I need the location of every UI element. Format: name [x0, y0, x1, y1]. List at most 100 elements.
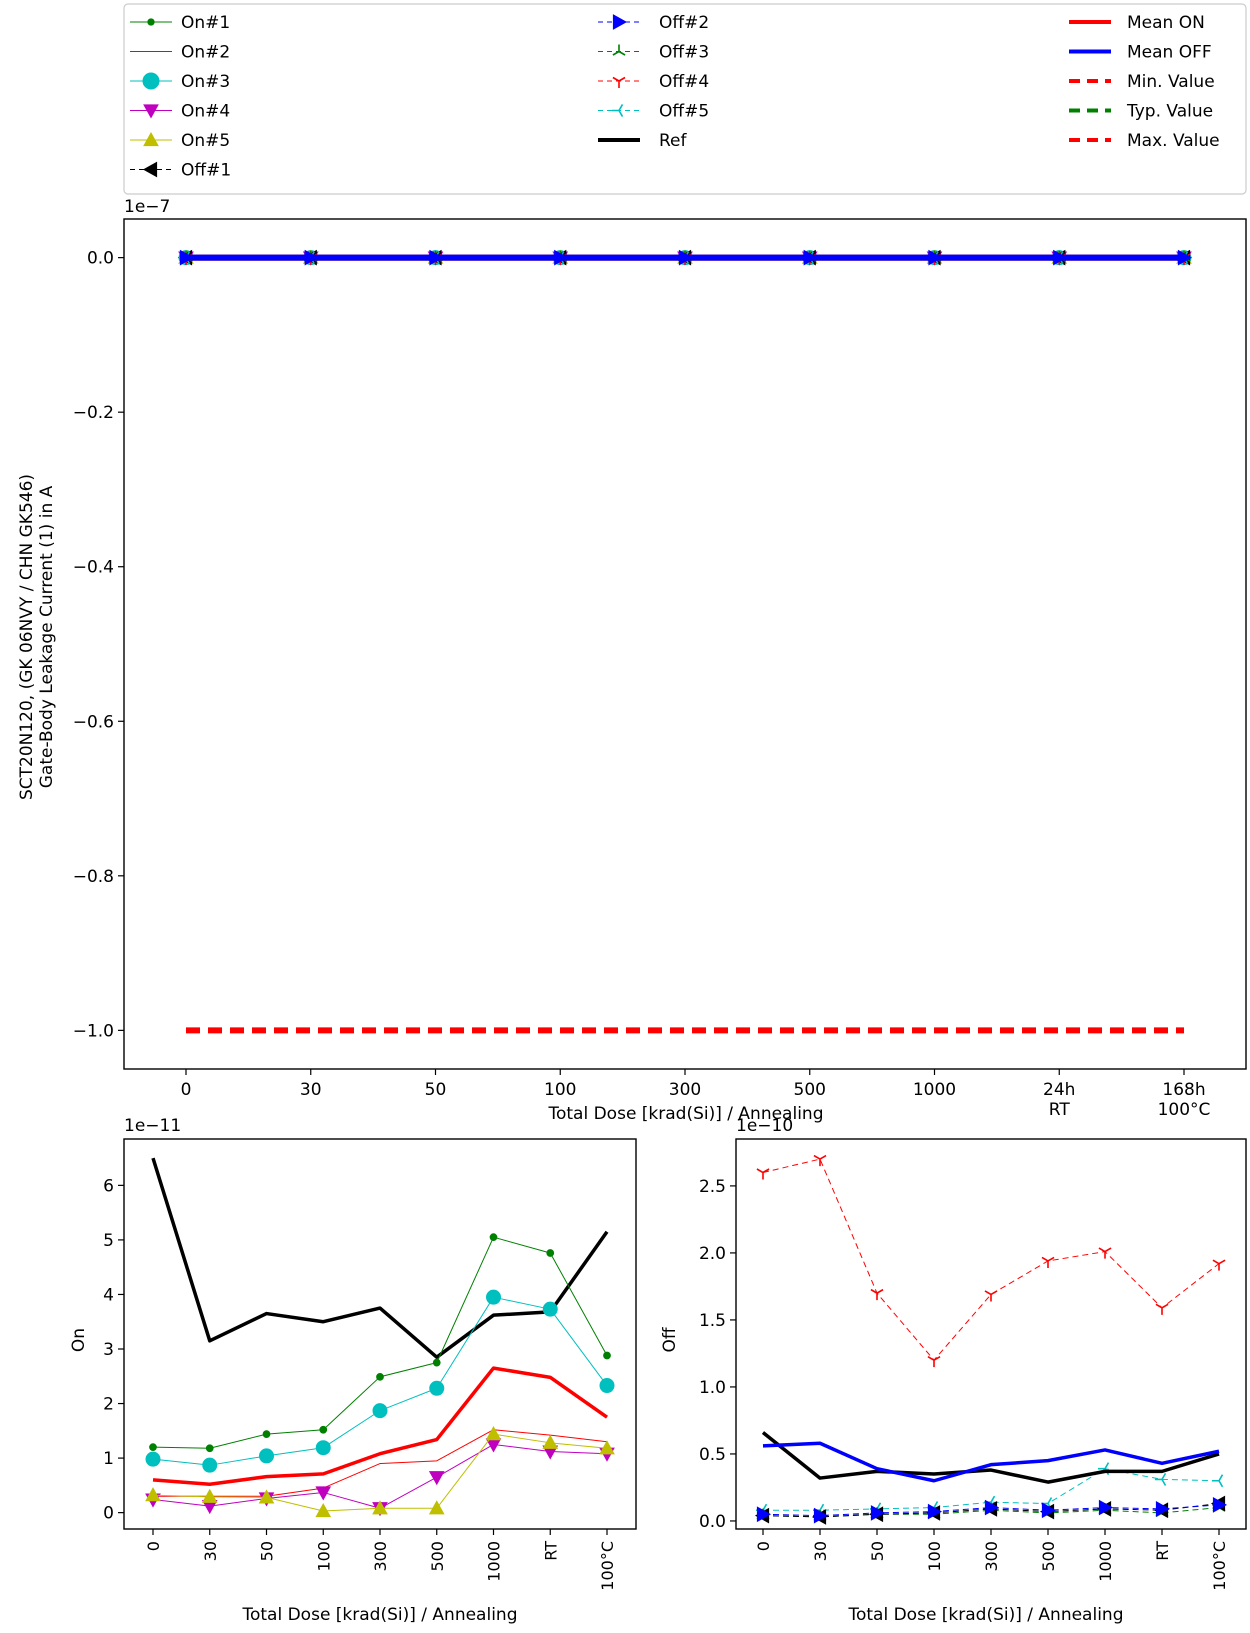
main-x-tick-label: 300 — [669, 1080, 701, 1100]
legend-label-typ-value: Typ. Value — [1126, 102, 1213, 122]
main-x-tick-label: RT — [1049, 1100, 1071, 1120]
on-point-on-3 — [486, 1289, 501, 1305]
off-x-tick-label: RT — [1153, 1541, 1172, 1561]
main-point-off-2 — [429, 249, 444, 266]
off-series-off-4 — [756, 1154, 1226, 1368]
main-point-off-2 — [179, 249, 195, 266]
on-point-on-5 — [201, 1488, 218, 1503]
main-y-axis-label-line2: Gate-Body Leakage Current (1) in A — [37, 485, 57, 788]
on-exponent-label: 1e−11 — [124, 1116, 181, 1136]
off-y-axis-label: Off — [660, 1326, 680, 1352]
off-point-off-4 — [1155, 1303, 1169, 1315]
legend-marker-on-4 — [143, 104, 159, 119]
on-point-on-3 — [202, 1457, 218, 1473]
legend-marker-off-1 — [142, 161, 158, 178]
main-plot-area: 0.0 −0.2 −0.4 −0.6 −0.8 −1.0 0 30 50 100 300 500 100… — [73, 218, 1247, 1120]
off-x-tick-label: 1000 — [1096, 1541, 1115, 1582]
off-x-tick-label: 30 — [811, 1541, 830, 1561]
main-y-tick-label: −0.6 — [73, 712, 114, 732]
off-point-off-2 — [927, 1503, 943, 1520]
main-x-tick-label: 168h — [1162, 1080, 1205, 1100]
main-plot: 1e−7 SCT20N120, (GK 06NVY / CHN GK546) G… — [17, 197, 824, 1124]
off-point-off-4 — [813, 1154, 827, 1167]
off-point-off-4 — [984, 1290, 998, 1302]
on-plot: 1e−11 On Total Dose [krad(Si)] / Anneali… — [69, 1116, 518, 1625]
off-x-tick-label: 50 — [868, 1541, 887, 1561]
on-series-ref — [151, 1157, 609, 1359]
on-series-on-3 — [145, 1289, 615, 1473]
on-point-on-1 — [319, 1425, 328, 1434]
off-exponent-label: 1e−10 — [736, 1116, 793, 1136]
off-y-tick-label: 2.5 — [699, 1177, 726, 1197]
off-series-ref — [761, 1431, 1220, 1484]
main-x-tick-label: 24h — [1043, 1080, 1075, 1100]
on-y-tick-label: 0 — [103, 1504, 114, 1524]
on-line-on-2 — [153, 1429, 608, 1497]
on-x-tick-label: 1000 — [485, 1541, 504, 1582]
on-point-on-3 — [429, 1380, 445, 1396]
off-point-off-4 — [1041, 1256, 1055, 1268]
off-y-tick-label: 2.0 — [699, 1244, 726, 1264]
off-line-off-2 — [762, 1504, 1220, 1517]
off-line-off-5 — [763, 1468, 1220, 1511]
main-point-off-2 — [1053, 249, 1068, 266]
on-line-on-3 — [152, 1296, 608, 1466]
off-line-mean-off — [762, 1441, 1220, 1483]
main-x-tick-label: 100°C — [1158, 1100, 1211, 1120]
on-point-on-1 — [489, 1233, 498, 1242]
on-point-on-4 — [315, 1486, 332, 1501]
off-x-tick-label: 100°C — [1210, 1541, 1229, 1591]
on-point-on-5 — [428, 1500, 445, 1515]
legend-marker-on-5 — [143, 131, 159, 147]
on-x-tick-label: 0 — [144, 1541, 163, 1551]
main-x-tick-label: 1000 — [913, 1080, 956, 1100]
on-axes-frame — [123, 1138, 637, 1530]
on-point-on-3 — [542, 1301, 558, 1317]
on-point-on-1 — [262, 1430, 271, 1438]
on-series-on-2 — [153, 1429, 608, 1497]
off-point-off-2 — [1098, 1499, 1114, 1516]
off-point-off-2 — [984, 1499, 1000, 1516]
off-point-off-4 — [927, 1355, 941, 1368]
legend-label-off-5: Off#5 — [659, 102, 709, 122]
on-series-mean-on — [152, 1366, 609, 1487]
on-y-tick-label: 3 — [103, 1340, 114, 1360]
legend-label-on-3: On#3 — [181, 72, 230, 92]
on-x-tick-label: 50 — [258, 1541, 277, 1561]
legend-label-off-2: Off#2 — [659, 13, 709, 33]
off-point-off-2 — [1041, 1502, 1057, 1519]
on-x-tick-label: 100 — [314, 1541, 333, 1572]
on-point-on-1 — [603, 1351, 611, 1360]
main-y-tick-label: −0.2 — [73, 403, 114, 423]
main-y-axis-label-line1: SCT20N120, (GK 06NVY / CHN GK546) — [17, 474, 37, 800]
on-y-tick-label: 1 — [103, 1449, 114, 1469]
on-point-on-3 — [145, 1451, 161, 1467]
off-point-off-4 — [1212, 1259, 1226, 1271]
on-point-on-3 — [259, 1448, 274, 1464]
off-y-tick-label: 0.5 — [699, 1445, 726, 1465]
on-y-tick-label: 4 — [103, 1285, 114, 1305]
legend-label-off-3: Off#3 — [659, 43, 709, 63]
on-y-tick-label: 2 — [103, 1395, 114, 1415]
on-series-on-5 — [145, 1426, 615, 1518]
main-x-tick-label: 0 — [181, 1080, 192, 1100]
on-line-mean-on — [152, 1366, 609, 1487]
legend-marker-on-1 — [147, 18, 155, 26]
on-point-on-4 — [428, 1471, 445, 1486]
main-x-tick-label: 500 — [794, 1080, 826, 1100]
off-point-off-4 — [756, 1168, 770, 1180]
on-point-on-1 — [376, 1372, 384, 1381]
main-y-tick-label: −0.8 — [73, 867, 114, 887]
on-point-on-5 — [258, 1489, 275, 1504]
off-point-off-2 — [813, 1507, 829, 1524]
on-point-on-1 — [205, 1444, 214, 1453]
main-x-axis-label: Total Dose [krad(Si)] / Annealing — [547, 1104, 823, 1124]
legend-marker-off-2 — [612, 14, 628, 30]
on-y-tick-label: 6 — [103, 1176, 114, 1196]
on-point-on-1 — [546, 1249, 555, 1257]
on-point-on-1 — [149, 1443, 157, 1452]
legend-label-mean-off: Mean OFF — [1127, 43, 1212, 63]
main-point-off-2 — [304, 249, 319, 266]
legend-label-on-1: On#1 — [181, 13, 230, 33]
